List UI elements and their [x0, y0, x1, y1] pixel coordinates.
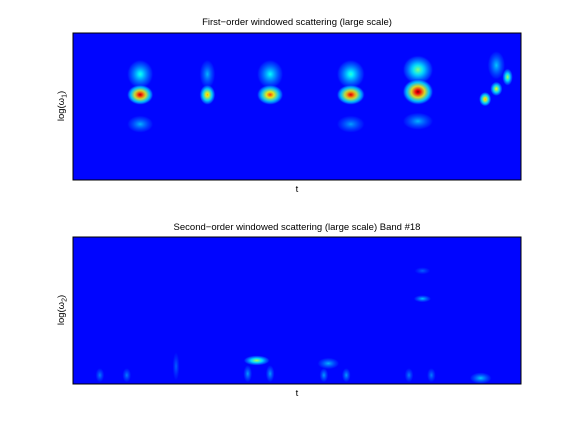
heatmap-blob	[256, 59, 284, 89]
chart-2-title: Second−order windowed scattering (large …	[174, 222, 421, 233]
heatmap-blob	[402, 78, 434, 106]
chart-2-blobs	[95, 267, 492, 384]
heatmap-blob	[126, 115, 154, 133]
chart-2-ylabel-sub: 2	[62, 298, 69, 302]
heatmap-blob	[199, 59, 216, 89]
heatmap-blob	[402, 112, 434, 131]
heatmap-blob	[469, 372, 492, 384]
heatmap-blob	[126, 59, 154, 89]
heatmap-blob	[126, 84, 154, 106]
chart-1-ylabel-end: )	[56, 91, 67, 94]
heatmap-blob	[426, 367, 436, 383]
heatmap-blob	[199, 84, 216, 106]
heatmap-blob	[95, 367, 105, 383]
heatmap-blob	[317, 357, 340, 370]
chart-1-ylabel: log(ω1)	[56, 91, 69, 121]
chart-2-xlabel: t	[296, 388, 299, 399]
chart-2-background	[73, 237, 521, 384]
heatmap-blob	[478, 91, 492, 107]
chart-1-background	[73, 33, 521, 180]
heatmap-blob	[319, 367, 329, 383]
heatmap-blob	[243, 355, 271, 366]
chart-1-blobs	[126, 50, 513, 133]
chart-2-axes-frame	[72, 236, 522, 385]
heatmap-blob	[172, 351, 180, 382]
chart-2-ylabel-end: )	[56, 295, 67, 298]
heatmap-blob	[341, 367, 351, 383]
chart-1-axes-frame	[72, 32, 522, 181]
chart-1-ylabel-sub: 1	[62, 94, 69, 98]
heatmap-blob	[502, 68, 513, 86]
chart-first-order: First−order windowed scattering (large s…	[56, 17, 522, 195]
heatmap-blob	[414, 267, 431, 275]
chart-1-heatmap	[72, 32, 522, 181]
heatmap-blob	[336, 59, 366, 89]
heatmap-blob	[336, 84, 366, 106]
heatmap-blob	[490, 81, 503, 97]
heatmap-blob	[256, 84, 284, 106]
heatmap-blob	[402, 55, 434, 85]
chart-2-ylabel-base: log(ω	[56, 301, 67, 325]
heatmap-blob	[336, 115, 366, 133]
chart-1-title: First−order windowed scattering (large s…	[202, 17, 392, 28]
chart-second-order: Second−order windowed scattering (large …	[56, 222, 522, 399]
heatmap-blob	[487, 50, 506, 81]
chart-2-ylabel: log(ω2)	[56, 295, 69, 325]
chart-1-xlabel: t	[296, 184, 299, 195]
heatmap-blob	[404, 367, 414, 383]
heatmap-blob	[265, 364, 275, 383]
chart-2-heatmap	[72, 236, 522, 385]
heatmap-blob	[243, 364, 253, 383]
heatmap-blob	[122, 367, 132, 383]
heatmap-blob	[413, 295, 432, 303]
chart-1-ylabel-base: log(ω	[56, 97, 67, 121]
